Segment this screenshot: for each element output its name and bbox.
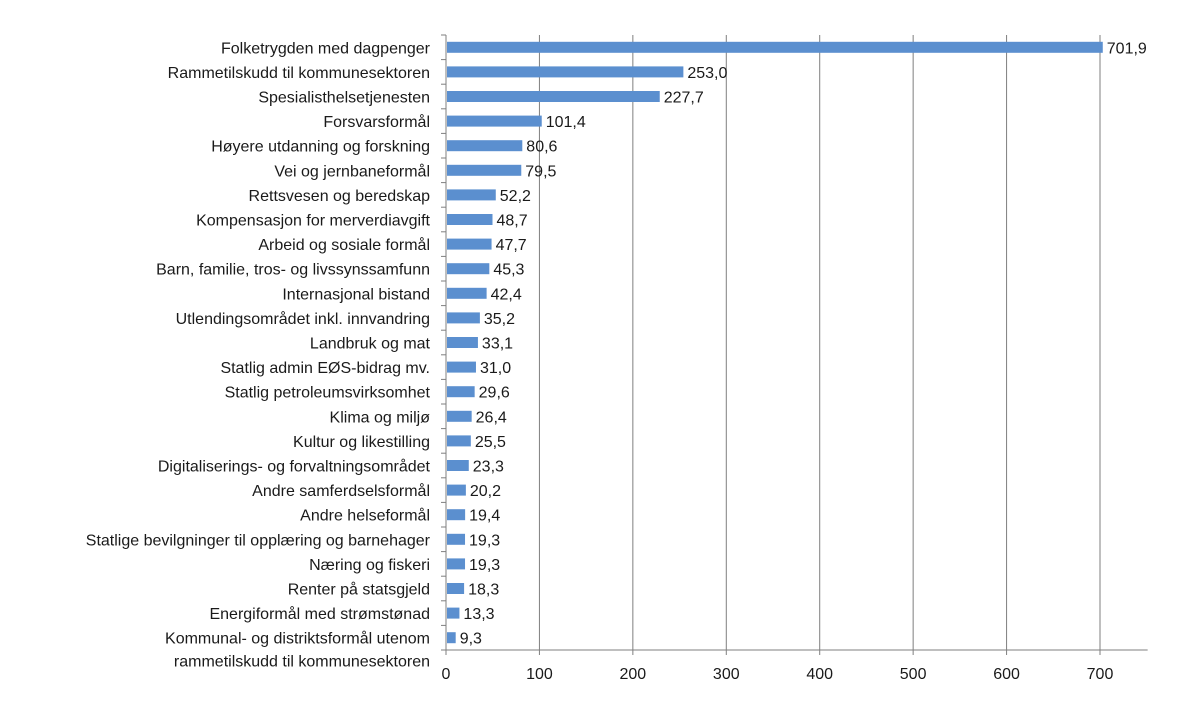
bar <box>447 632 456 644</box>
data-label: 13,3 <box>463 606 494 623</box>
category-label: Internasjonal bistand <box>282 286 430 303</box>
x-tick-label: 500 <box>900 666 927 683</box>
bar <box>447 238 492 250</box>
bar <box>447 214 493 225</box>
data-label: 79,5 <box>525 163 556 180</box>
bar <box>447 115 542 127</box>
data-label: 19,3 <box>469 532 500 549</box>
bar <box>447 533 466 545</box>
bar <box>447 607 460 619</box>
data-label: 23,3 <box>473 459 504 476</box>
bar <box>447 484 466 496</box>
category-label: Rammetilskudd til kommunesektoren <box>168 65 430 82</box>
data-label: 9,3 <box>460 631 482 648</box>
category-label: Næring og fiskeri <box>309 557 430 574</box>
bar <box>447 312 480 324</box>
category-label: Kommunal- og distriktsformål utenom ramme… <box>165 630 430 671</box>
data-label: 45,3 <box>493 262 524 279</box>
category-label: Digitaliserings- og forvaltningsområdet <box>158 458 431 476</box>
category-label: Høyere utdanning og forskning <box>211 139 430 156</box>
category-label: Klima og miljø <box>330 409 431 426</box>
bar <box>447 66 684 78</box>
data-label: 18,3 <box>468 582 499 599</box>
data-label: 253,0 <box>687 65 727 82</box>
data-label: 101,4 <box>546 114 586 131</box>
bar <box>447 41 1103 53</box>
data-label: 33,1 <box>482 336 513 353</box>
category-label: Vei og jernbaneformål <box>274 162 430 180</box>
bar <box>447 509 466 521</box>
category-label: Kultur og likestilling <box>293 434 430 451</box>
bar <box>447 583 465 594</box>
bar <box>447 189 496 201</box>
data-label: 25,5 <box>475 434 506 451</box>
category-label: Andre helseformål <box>300 507 430 525</box>
category-label: Kompensasjon for merverdiavgift <box>196 213 430 230</box>
x-tick-label: 300 <box>713 666 740 683</box>
x-tick-label: 0 <box>442 666 451 683</box>
category-label: Renter på statsgjeld <box>288 581 430 599</box>
data-label: 52,2 <box>500 188 531 205</box>
data-label: 227,7 <box>664 90 704 107</box>
category-label: Andre samferdselsformål <box>252 482 430 500</box>
bar <box>447 410 472 422</box>
category-label: Forsvarsformål <box>323 113 430 131</box>
data-label: 19,3 <box>469 557 500 574</box>
category-label: Spesialisthelsetjenesten <box>258 90 430 107</box>
bar <box>447 287 487 299</box>
bar <box>447 140 523 152</box>
x-tick-label: 100 <box>526 666 553 683</box>
bar <box>447 386 475 398</box>
data-label: 20,2 <box>470 483 501 500</box>
x-tick-label: 700 <box>1087 666 1114 683</box>
category-label: Utlendingsområdet inkl. innvandring <box>176 310 430 328</box>
category-label: Arbeid og sosiale formål <box>258 236 430 254</box>
data-label: 48,7 <box>496 213 527 230</box>
bar <box>447 164 522 176</box>
category-label: Barn, familie, tros- og livssynssamfunn <box>156 262 430 279</box>
x-tick-label: 400 <box>806 666 833 683</box>
category-label: Energiformål med strømstønad <box>209 605 430 623</box>
data-label: 29,6 <box>479 385 510 402</box>
category-label: Statlig petroleumsvirksomhet <box>225 385 431 402</box>
bar <box>447 435 471 447</box>
data-label: 26,4 <box>476 409 507 426</box>
data-label: 35,2 <box>484 311 515 328</box>
bar <box>447 361 476 373</box>
bar <box>447 337 478 348</box>
data-label: 47,7 <box>496 237 527 254</box>
category-label: Folketrygden med dagpenger <box>221 40 431 57</box>
category-label: Landbruk og mat <box>310 336 431 353</box>
bar <box>447 558 466 570</box>
category-label: Rettsvesen og beredskap <box>249 188 431 205</box>
data-label: 80,6 <box>526 139 557 156</box>
x-tick-label: 600 <box>993 666 1020 683</box>
bar <box>447 263 490 275</box>
category-label: Statlig admin EØS-bidrag mv. <box>220 360 430 377</box>
data-label: 19,4 <box>469 508 500 525</box>
category-label: Statlige bevilgninger til opplæring og b… <box>86 532 431 549</box>
data-label: 701,9 <box>1107 40 1147 57</box>
bar <box>447 460 469 471</box>
x-tick-label: 200 <box>620 666 647 683</box>
data-label: 42,4 <box>491 286 522 303</box>
data-label: 31,0 <box>480 360 511 377</box>
bar <box>447 91 660 102</box>
